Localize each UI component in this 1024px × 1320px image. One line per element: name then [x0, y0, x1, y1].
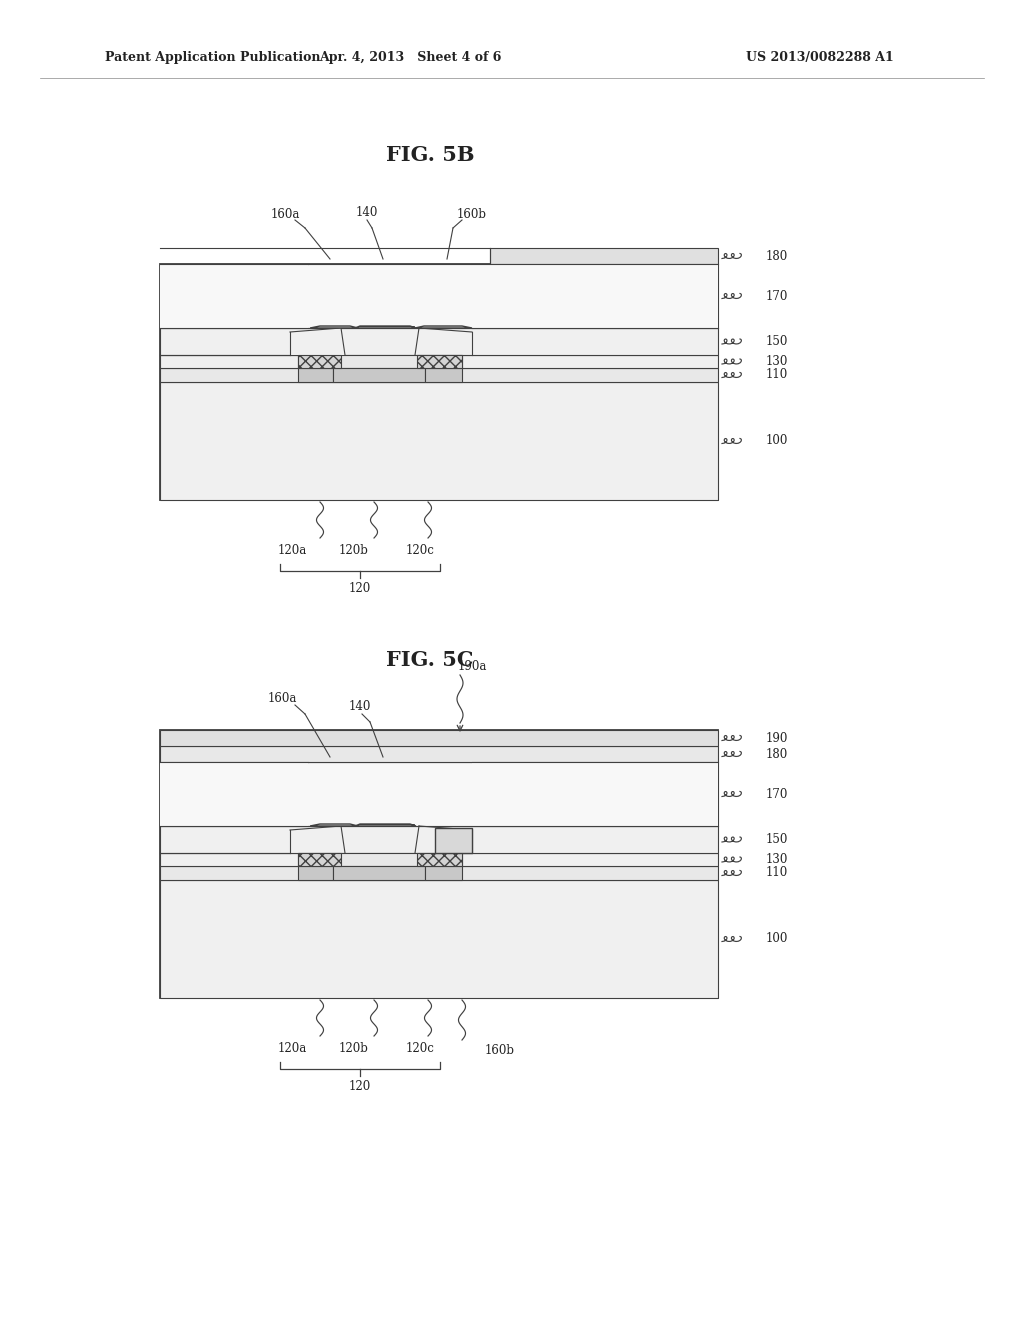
Text: 140: 140	[355, 206, 378, 219]
Text: 160b: 160b	[485, 1044, 515, 1056]
Text: US 2013/0082288 A1: US 2013/0082288 A1	[746, 51, 894, 65]
Text: 110: 110	[766, 866, 788, 879]
Bar	[160, 730, 718, 746]
Bar	[298, 355, 462, 368]
Bar	[160, 264, 308, 327]
Polygon shape	[310, 326, 358, 327]
Bar	[160, 826, 718, 853]
Bar	[425, 866, 462, 880]
Bar	[333, 866, 425, 880]
Text: 190a: 190a	[458, 660, 486, 673]
Bar	[160, 866, 718, 880]
Bar	[490, 248, 718, 264]
Bar	[160, 730, 718, 998]
Text: 130: 130	[766, 355, 788, 368]
Bar	[160, 355, 718, 368]
Text: 160a: 160a	[270, 207, 300, 220]
Bar	[160, 853, 718, 866]
Bar	[333, 368, 425, 381]
Bar	[298, 368, 333, 381]
Text: FIG. 5C: FIG. 5C	[386, 649, 474, 671]
Bar	[298, 853, 462, 866]
Text: 120b: 120b	[339, 1041, 369, 1055]
Bar	[472, 762, 718, 826]
Bar	[160, 368, 718, 381]
Text: 120a: 120a	[278, 1041, 306, 1055]
Bar	[160, 762, 308, 826]
Text: 150: 150	[766, 335, 788, 348]
Text: Apr. 4, 2013   Sheet 4 of 6: Apr. 4, 2013 Sheet 4 of 6	[318, 51, 501, 65]
Text: 160a: 160a	[267, 692, 297, 705]
Text: 120: 120	[349, 1080, 371, 1093]
Text: 100: 100	[766, 434, 788, 447]
Bar	[160, 264, 718, 500]
Polygon shape	[355, 326, 416, 327]
Text: 170: 170	[766, 289, 788, 302]
Text: 120b: 120b	[339, 544, 369, 557]
Text: Patent Application Publication: Patent Application Publication	[105, 51, 321, 65]
Bar	[160, 746, 718, 762]
Bar	[472, 264, 718, 327]
Polygon shape	[417, 853, 462, 866]
Bar	[298, 866, 333, 880]
Polygon shape	[417, 355, 462, 368]
Text: 170: 170	[766, 788, 788, 800]
Polygon shape	[355, 824, 416, 826]
Text: 150: 150	[766, 833, 788, 846]
Bar	[160, 880, 718, 998]
Text: 140: 140	[349, 701, 371, 714]
Text: 180: 180	[766, 249, 788, 263]
Text: 130: 130	[766, 853, 788, 866]
Bar	[160, 264, 718, 327]
Text: 110: 110	[766, 368, 788, 381]
Bar	[160, 381, 718, 500]
Bar	[160, 327, 718, 355]
Polygon shape	[310, 824, 358, 826]
Text: 100: 100	[766, 932, 788, 945]
Bar	[160, 762, 718, 826]
Text: 120c: 120c	[406, 544, 434, 557]
Polygon shape	[298, 355, 341, 368]
Text: 160b: 160b	[457, 207, 487, 220]
Polygon shape	[415, 326, 472, 327]
Polygon shape	[160, 327, 345, 355]
Text: 120a: 120a	[278, 544, 306, 557]
Polygon shape	[298, 853, 341, 866]
Text: 120: 120	[349, 582, 371, 594]
Polygon shape	[435, 828, 472, 853]
Text: 180: 180	[766, 747, 788, 760]
Text: 190: 190	[766, 731, 788, 744]
Bar	[425, 368, 462, 381]
Text: 120c: 120c	[406, 1041, 434, 1055]
Text: FIG. 5B: FIG. 5B	[386, 145, 474, 165]
